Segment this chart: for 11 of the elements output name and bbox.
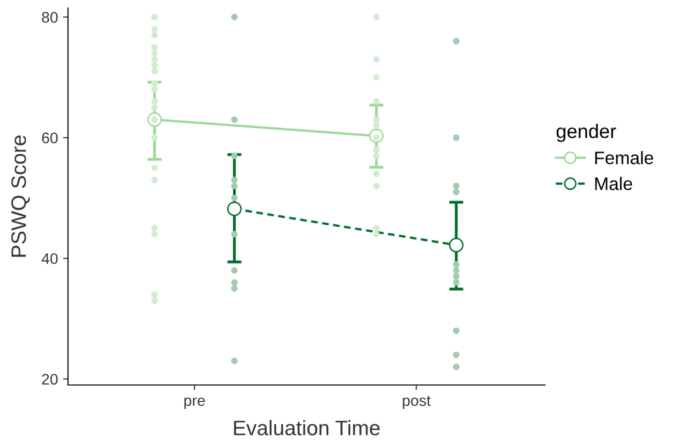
y-tick-label: 20 xyxy=(42,374,58,385)
legend-label: Male xyxy=(595,176,632,190)
y-tick-label: 40 xyxy=(42,253,58,264)
y-tick-label: 80 xyxy=(42,12,58,23)
x-axis-title: Evaluation Time xyxy=(234,420,380,436)
x-tick-label: post xyxy=(402,396,431,409)
y-tick-label: 60 xyxy=(42,132,58,144)
x-tick-label: pre xyxy=(184,398,205,409)
legend-label: Female xyxy=(595,151,654,164)
y-axis-title: PSWQ Score xyxy=(11,135,30,257)
legend-title: gender xyxy=(556,124,616,142)
